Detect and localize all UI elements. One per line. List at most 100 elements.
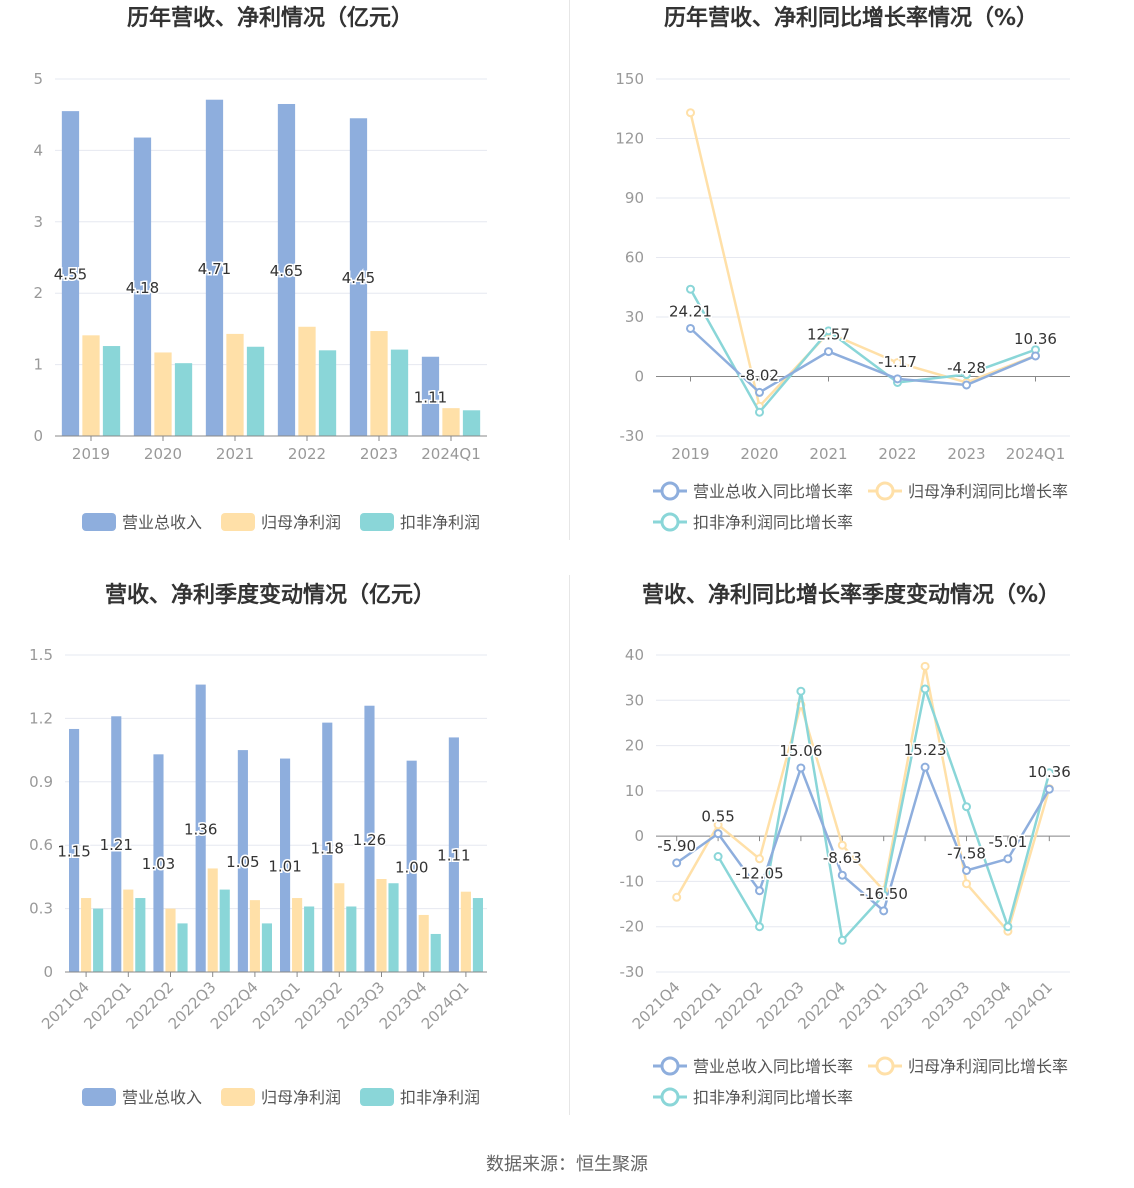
data-label: 15.23 <box>904 741 947 759</box>
series-line <box>689 327 1036 394</box>
bar-net-profit <box>249 900 260 972</box>
chart-annual-growth-rate: 历年营收、净利同比增长率情况（%） -30 0 30 60 90 120 150 2019 202… <box>615 5 1070 532</box>
legend-swatch <box>82 513 116 531</box>
y-tick-label: 20 <box>625 737 644 755</box>
y-tick-label: -30 <box>620 963 645 981</box>
data-point <box>672 858 682 868</box>
data-label: 1.05 <box>226 853 259 871</box>
legend-label: 扣非净利润同比增长率 <box>693 513 853 532</box>
bar-revenue <box>448 737 459 972</box>
data-point <box>962 370 971 380</box>
chart-title: 营收、净利同比增长率季度变动情况（%） <box>642 582 1060 608</box>
bar-net-profit <box>82 335 100 436</box>
data-label: -4.28 <box>947 359 986 377</box>
bar-net-profit <box>226 333 244 436</box>
divider-top <box>569 0 570 540</box>
data-point <box>837 935 847 945</box>
bar-deducted-profit <box>472 898 483 972</box>
data-label: 1.11 <box>437 847 470 865</box>
bar-net-profit <box>370 331 388 436</box>
bar-net-profit <box>442 408 460 436</box>
legend-label: 营业总收入同比增长率 <box>693 1057 853 1076</box>
bar-revenue <box>322 722 333 972</box>
data-point <box>796 686 806 696</box>
legend-label: 营业总收入 <box>122 513 202 532</box>
bar-net-profit <box>292 898 303 972</box>
data-point <box>686 323 695 333</box>
bar-net-profit <box>418 914 429 972</box>
bar-deducted-profit <box>219 889 230 972</box>
data-point <box>1003 922 1013 932</box>
legend-swatch <box>360 513 394 531</box>
x-tick-label: 2022 <box>288 445 326 463</box>
bar-revenue <box>61 111 80 436</box>
chart-annual-revenue-profit: 历年营收、净利情况（亿元） 0 1 2 3 4 5 4.55 4.18 4.71 4.65 4.45 1… <box>33 5 487 532</box>
bar-revenue <box>421 356 440 436</box>
bar-deducted-profit <box>246 346 265 436</box>
legend-label: 归母净利润同比增长率 <box>908 1057 1068 1076</box>
bar-net-profit <box>334 883 345 972</box>
x-tick-label: 2020 <box>740 445 778 463</box>
data-point <box>1031 351 1040 361</box>
y-tick-label: 30 <box>625 308 644 326</box>
x-tick-label: 2022 <box>878 445 916 463</box>
data-point <box>920 762 930 772</box>
bar-deducted-profit <box>174 363 193 436</box>
y-tick-label: 5 <box>33 70 43 88</box>
data-label: 4.65 <box>270 262 303 280</box>
bar-deducted-profit <box>135 898 146 972</box>
data-point <box>713 852 723 862</box>
bar-revenue <box>277 103 296 437</box>
y-tick-label: 1 <box>33 356 43 374</box>
data-label: 1.26 <box>353 831 386 849</box>
x-tick-label: 2024Q1 <box>418 978 473 1033</box>
x-tick-label: 2019 <box>72 445 110 463</box>
bar-revenue <box>153 754 164 972</box>
bar-revenue <box>111 716 122 972</box>
bar-net-profit <box>460 891 471 972</box>
y-tick-label: 60 <box>625 249 644 267</box>
data-label: 4.55 <box>54 266 87 284</box>
data-point <box>837 840 847 850</box>
bar-deducted-profit <box>318 350 337 436</box>
y-tick-label: -10 <box>620 872 645 890</box>
x-tick-label: 2023 <box>947 445 985 463</box>
legend-label: 归母净利润 <box>261 1088 341 1107</box>
data-label: -5.01 <box>988 833 1027 851</box>
bar-net-profit <box>154 352 172 436</box>
bar-revenue <box>349 118 368 437</box>
y-tick-label: 3 <box>33 213 43 231</box>
bar-net-profit <box>298 326 316 436</box>
y-tick-label: 0 <box>634 368 644 386</box>
data-point <box>962 802 971 812</box>
data-source: 数据来源：恒生聚源 <box>486 1154 648 1175</box>
x-tick-label: 2023 <box>360 445 398 463</box>
data-point <box>824 326 833 336</box>
bar-net-profit <box>81 898 92 972</box>
data-point <box>920 661 930 671</box>
data-label: 1.03 <box>142 855 175 873</box>
bar-revenue <box>195 684 206 972</box>
data-point <box>755 387 764 397</box>
bar-deducted-profit <box>177 923 188 972</box>
bar-deducted-profit <box>388 883 399 972</box>
data-label: -12.05 <box>735 865 783 883</box>
bar-revenue <box>280 758 291 972</box>
chart-title: 历年营收、净利情况（亿元） <box>127 5 413 31</box>
data-point <box>755 922 764 932</box>
bar-revenue <box>205 99 224 437</box>
data-point <box>755 854 764 864</box>
series-line <box>689 288 1036 415</box>
divider-bottom <box>569 575 570 1115</box>
bar-deducted-profit <box>430 933 441 972</box>
y-tick-label: -20 <box>620 918 645 936</box>
y-tick-label: 150 <box>615 70 644 88</box>
bar-net-profit <box>165 908 176 972</box>
y-tick-label: 40 <box>625 646 644 664</box>
legend-label: 营业总收入同比增长率 <box>693 482 853 501</box>
data-point <box>920 684 930 694</box>
y-tick-label: 4 <box>33 141 43 159</box>
data-point <box>686 108 695 118</box>
legend-swatch-marker <box>875 481 895 501</box>
data-label: 1.21 <box>100 836 133 854</box>
